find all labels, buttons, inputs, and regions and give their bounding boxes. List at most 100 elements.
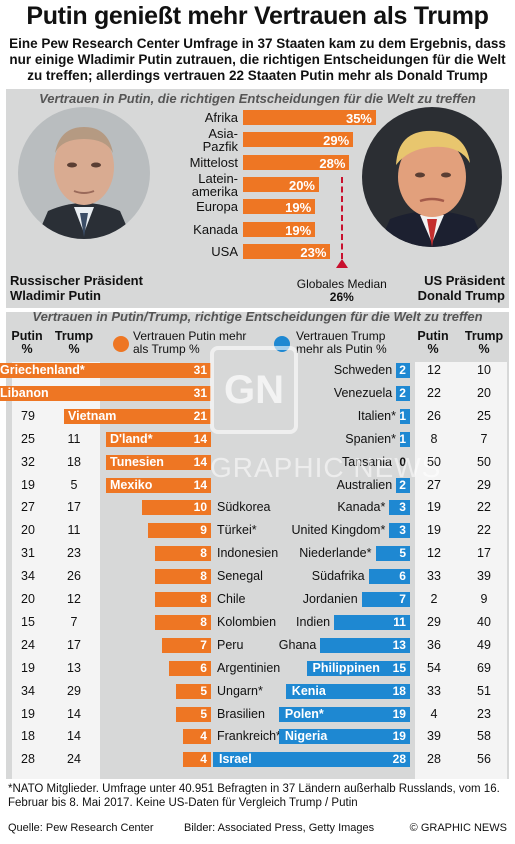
region-label: USA	[211, 243, 238, 259]
region-bar-value: 19%	[285, 222, 312, 238]
orange-bar	[64, 408, 211, 424]
orange-bar	[155, 546, 211, 562]
putin-pct-right: 8	[430, 431, 438, 446]
region-label: Afrika	[204, 110, 238, 125]
trump-pct-right: 69	[477, 660, 491, 675]
putin-pct-right: 36	[427, 637, 441, 652]
blue-bar	[396, 385, 410, 401]
blue-bar-value: 5	[399, 546, 406, 561]
trump-portrait-icon	[362, 107, 502, 247]
putin-pct-right: 39	[427, 729, 441, 744]
putin-pct-right: 54	[427, 660, 441, 675]
putin-portrait-icon	[18, 107, 150, 239]
trump-pct-right: 23	[477, 706, 491, 721]
putin-photo	[18, 107, 150, 239]
putin-pct-right: 26	[427, 408, 441, 423]
country-label: Italien*	[357, 408, 396, 423]
region-label: Asia- Pazfik	[202, 126, 238, 155]
country-label: Südkorea	[217, 500, 271, 515]
orange-bar-value: 31	[193, 363, 207, 377]
region-label: Mittelost	[189, 154, 238, 170]
country-label: Tunesien	[110, 454, 164, 469]
orange-bar-value: 4	[200, 752, 207, 767]
region-bar	[243, 132, 354, 148]
blue-bar	[400, 431, 410, 447]
region-label: Latein-amerika	[191, 170, 238, 199]
region-bar-value: 28%	[319, 155, 346, 171]
country-label: Indien	[296, 614, 331, 629]
blue-bar-value: 6	[399, 569, 406, 584]
header-putin-right-pct: %	[427, 342, 439, 356]
blue-bar-value: 15	[392, 660, 406, 675]
median-label: Globales Median 26%	[287, 278, 397, 304]
right-number-band	[415, 362, 507, 779]
trump-pct-right: 9	[480, 592, 488, 606]
orange-bar	[176, 706, 211, 722]
watermark-logo: GN	[210, 346, 298, 434]
country-label: Niederlande*	[299, 546, 372, 561]
putin-pct-right: 22	[427, 385, 441, 400]
region-bar	[243, 221, 316, 237]
putin-caption-name: Wladimir Putin	[10, 288, 101, 303]
orange-bar	[148, 523, 211, 539]
trump-pct-right: 7	[480, 431, 488, 446]
header-trump-left-label: Trump	[54, 329, 94, 343]
orange-legend-dot-icon	[113, 336, 129, 352]
trump-pct-right: 56	[477, 752, 491, 767]
putin-pct-right: 2	[430, 592, 438, 606]
trump-pct-left: 17	[67, 500, 81, 515]
blue-bar	[396, 477, 410, 493]
blue-bar	[361, 592, 410, 607]
region-bar-value: 19%	[285, 200, 312, 216]
header-putin-left-label: Putin	[11, 329, 43, 343]
header-trump-right-pct: %	[478, 342, 490, 356]
country-label: Nigeria	[284, 729, 328, 744]
footnote: *NATO Mitglieder. Umfrage unter 40.951 B…	[8, 783, 500, 809]
blue-bar	[389, 500, 410, 516]
country-label: Ungarn*	[217, 683, 263, 698]
trump-pct-right: 58	[477, 729, 491, 744]
putin-pct-right: 33	[427, 569, 441, 584]
country-label: Senegal	[217, 569, 263, 584]
country-label: Kenia	[291, 683, 326, 698]
country-label: Israel	[219, 752, 252, 767]
comparison-title: Vertrauen in Putin/Trump, richtige Entsc…	[32, 309, 483, 324]
legend-putin-more-line1: Vertrauen Putin mehr	[133, 329, 247, 343]
orange-bar	[162, 637, 211, 653]
blue-bar	[368, 569, 410, 585]
trump-pct-right: 10	[477, 363, 491, 377]
trump-pct-left: 14	[67, 729, 81, 744]
trump-pct-right: 50	[477, 454, 491, 469]
region-bar	[243, 243, 331, 259]
blue-bar-value: 19	[392, 729, 406, 744]
country-label: Griechenland*	[0, 363, 85, 377]
orange-bar-value: 21	[193, 408, 207, 423]
putin-pct-left: 19	[21, 660, 35, 675]
region-chart-title: Vertrauen in Putin, die richtigen Entsch…	[39, 91, 476, 106]
country-label: Südafrika	[311, 569, 365, 584]
putin-pct-right: 27	[427, 477, 441, 492]
orange-bar-value: 14	[193, 477, 207, 492]
blue-bar-value: 18	[392, 683, 406, 698]
trump-pct-left: 26	[67, 569, 81, 584]
putin-pct-left: 19	[21, 706, 35, 721]
putin-pct-left: 79	[21, 408, 35, 423]
trump-pct-right: 40	[477, 614, 491, 629]
country-label: Mexiko	[110, 477, 153, 492]
blue-bar	[375, 546, 410, 562]
median-value: 26%	[329, 290, 354, 304]
putin-pct-right: 19	[427, 523, 441, 538]
putin-pct-left: 31	[21, 546, 35, 561]
legend-trump-more-line2: mehr als Putin %	[296, 342, 387, 356]
orange-bar	[106, 431, 211, 447]
country-label: Chile	[217, 592, 246, 606]
blue-bar	[213, 752, 410, 768]
orange-bar	[106, 477, 211, 493]
trump-pct-right: 29	[477, 477, 491, 492]
page-title: Putin genießt mehr Vertrauen als Trump	[26, 2, 489, 30]
putin-pct-left: 19	[21, 477, 35, 492]
trump-pct-left: 7	[70, 614, 78, 629]
country-label: Philippinen	[312, 660, 380, 675]
median-label-text: Globales Median	[296, 277, 387, 291]
orange-bar	[106, 454, 211, 470]
